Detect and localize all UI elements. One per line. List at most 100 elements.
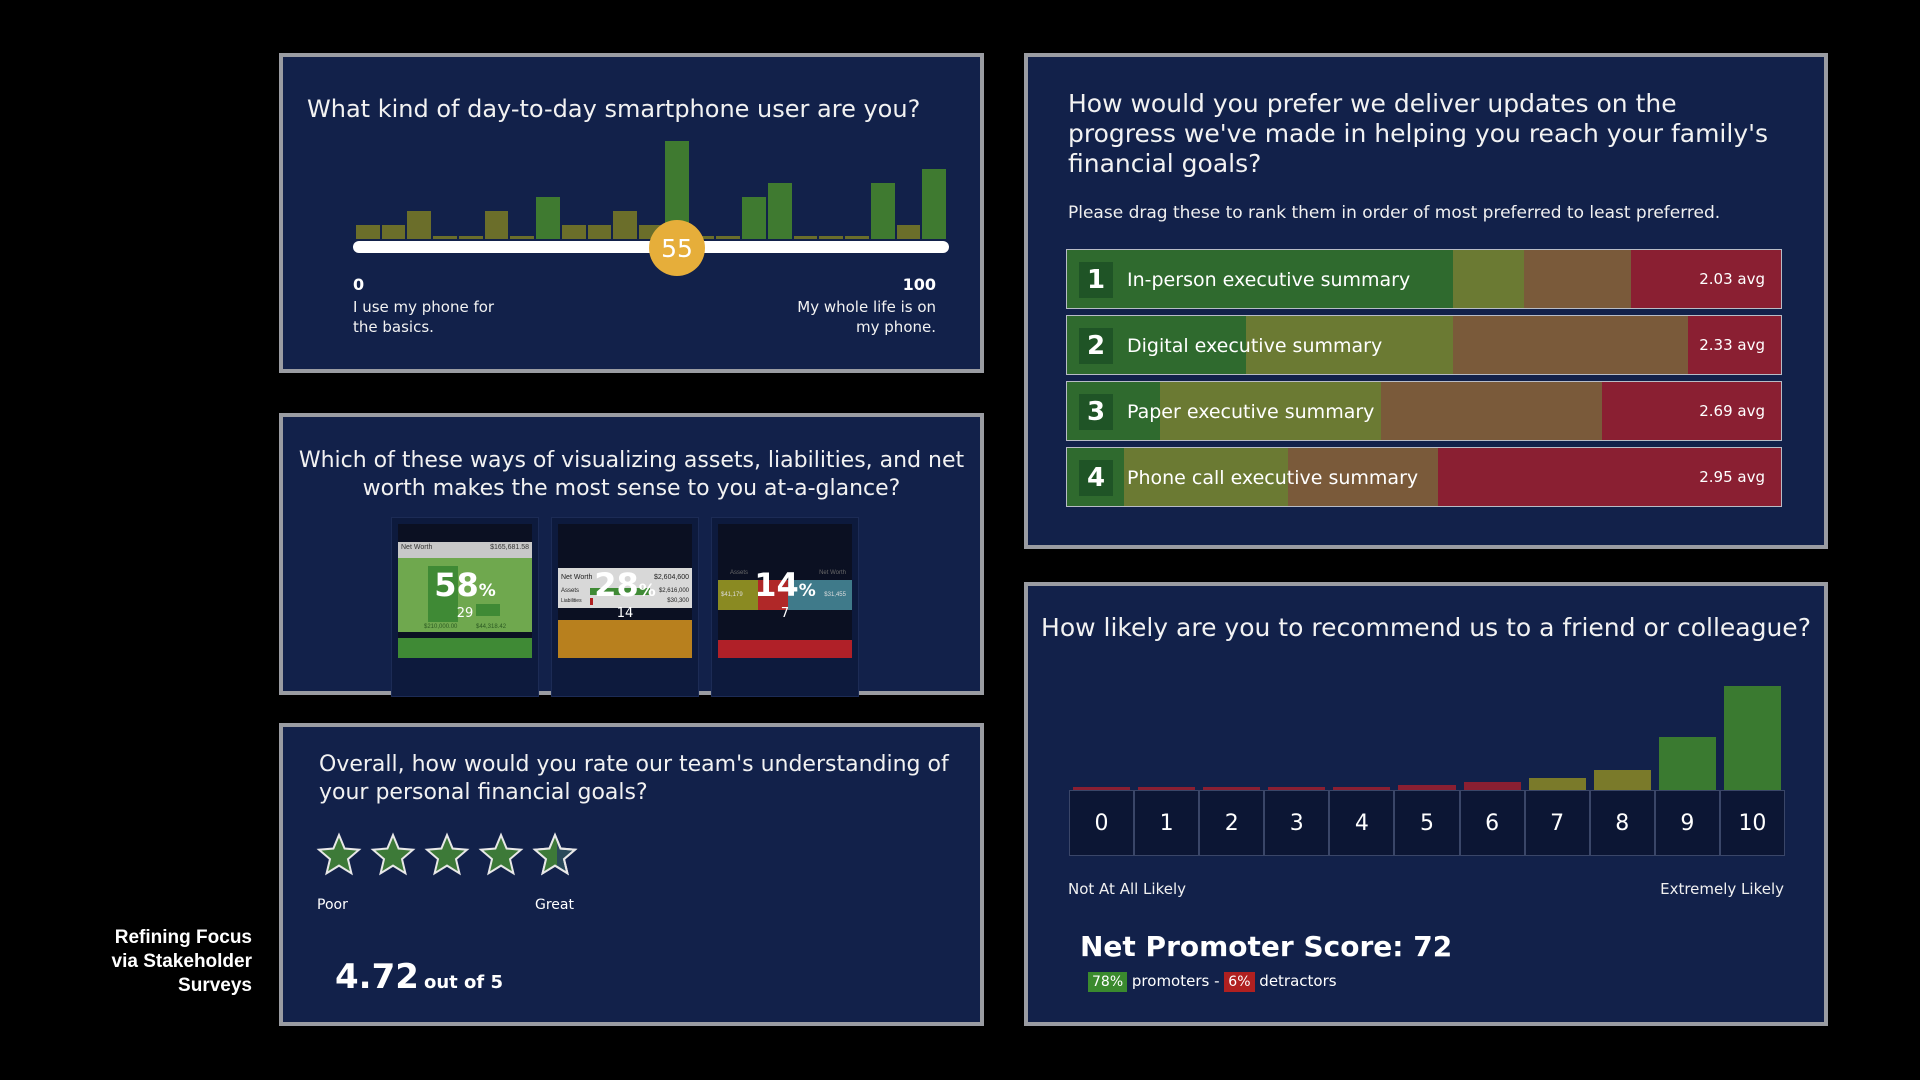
- rank-share-seg: [1688, 316, 1781, 374]
- histogram-bar: [407, 210, 432, 239]
- histogram-bar: [793, 236, 818, 239]
- option-percent-unit: %: [798, 581, 816, 601]
- rank-label: In-person executive summary: [1127, 269, 1411, 291]
- nps-score-10[interactable]: 10: [1719, 790, 1785, 856]
- nps-bar: [1268, 787, 1326, 790]
- option-card-1[interactable]: Net Worth $165,681.58 $210,000.00 $44,31…: [391, 517, 539, 697]
- question-title: Which of these ways of visualizing asset…: [298, 448, 965, 501]
- nps-breakdown: 78% promoters - 6% detractors: [1088, 972, 1337, 992]
- histogram-bar: [845, 236, 869, 239]
- score-suffix: out of 5: [423, 972, 504, 993]
- preview-text: Net Worth: [561, 574, 593, 581]
- nps-score-4[interactable]: 4: [1329, 790, 1395, 856]
- nps-title: Net Promoter Score: 72: [1080, 930, 1453, 963]
- histogram-bar: [613, 210, 638, 239]
- option-percent: 14: [754, 566, 799, 604]
- ranking-instruction: Please drag these to rank them in order …: [1068, 203, 1721, 223]
- rank-number: 3: [1079, 394, 1113, 430]
- preview-text: $165,681.58: [490, 544, 529, 551]
- histogram-bar: [433, 236, 457, 239]
- nps-score-9[interactable]: 9: [1654, 790, 1720, 856]
- nps-score-6[interactable]: 6: [1459, 790, 1525, 856]
- nps-score-3[interactable]: 3: [1264, 790, 1330, 856]
- rank-item-3[interactable]: 3 Paper executive summary 2.69 avg: [1066, 381, 1782, 441]
- histogram-bar: [458, 236, 483, 239]
- star-icon[interactable]: [534, 834, 576, 875]
- rank-average: 2.69 avg: [1699, 402, 1765, 420]
- score-value: 4.72: [335, 957, 419, 997]
- max-label: My whole life is on my phone.: [797, 298, 936, 336]
- star-rating[interactable]: [315, 831, 605, 883]
- preview-text: $2,616,000: [658, 588, 689, 594]
- option-card-3[interactable]: Assets Net Worth $41,179 $31,455 14% 7: [711, 517, 859, 697]
- preview-text: $30,300: [667, 598, 689, 604]
- rank-item-1[interactable]: 1 In-person executive summary 2.03 avg: [1066, 249, 1782, 309]
- nps-score-2[interactable]: 2: [1199, 790, 1265, 856]
- min-value: 0: [353, 275, 365, 294]
- histogram-bar: [742, 196, 766, 239]
- rank-label: Paper executive summary: [1127, 401, 1375, 423]
- star-icon[interactable]: [480, 834, 522, 875]
- star-icon[interactable]: [426, 834, 468, 875]
- rank-share-seg: [1452, 316, 1689, 374]
- rank-number: 1: [1079, 262, 1113, 298]
- star-icon[interactable]: [372, 834, 414, 875]
- option-preview-3: Assets Net Worth $41,179 $31,455 14% 7: [718, 524, 852, 658]
- rank-item-4[interactable]: 4 Phone call executive summary 2.95 avg: [1066, 447, 1782, 507]
- option-percent: 58: [434, 566, 479, 604]
- rank-label: Digital executive summary: [1127, 335, 1383, 357]
- rank-item-2[interactable]: 2 Digital executive summary 2.33 avg: [1066, 315, 1782, 375]
- nps-score-7[interactable]: 7: [1524, 790, 1590, 856]
- max-value: 100: [902, 275, 936, 294]
- histogram-bar: [819, 236, 844, 239]
- option-percent-unit: %: [478, 581, 496, 601]
- option-preview-1: Net Worth $165,681.58 $210,000.00 $44,31…: [398, 524, 532, 658]
- great-label: Great: [535, 897, 574, 913]
- detractors-label: detractors: [1259, 972, 1337, 990]
- min-label: I use my phone for the basics.: [353, 298, 495, 336]
- preview-text: Assets: [561, 588, 580, 594]
- average-score: 4.72 out of 5: [335, 957, 503, 997]
- histogram-bar: [381, 225, 406, 239]
- rank-number: 2: [1079, 328, 1113, 364]
- nps-score-0[interactable]: 0: [1069, 790, 1135, 856]
- preview-text: $2,604,600: [653, 574, 689, 581]
- nps-score-5[interactable]: 5: [1394, 790, 1460, 856]
- star-icon[interactable]: [318, 834, 360, 875]
- option-percent-unit: %: [638, 581, 656, 601]
- rank-share-seg: [1523, 250, 1632, 308]
- preview-text: Liabilities: [561, 598, 582, 604]
- rank-number: 4: [1079, 460, 1113, 496]
- option-count: 29: [456, 606, 474, 621]
- high-label: Extremely Likely: [1660, 880, 1784, 898]
- histogram-bar: [510, 236, 535, 239]
- histogram-bar: [664, 141, 689, 239]
- promoters-label: promoters -: [1131, 972, 1220, 990]
- nps-bar: [1658, 736, 1716, 790]
- nps-bar: [1528, 777, 1586, 790]
- nps-score-1[interactable]: 1: [1134, 790, 1200, 856]
- slider-knob[interactable]: 55: [649, 220, 705, 276]
- nps-bar: [1073, 787, 1131, 790]
- preview-text: Assets: [730, 570, 749, 576]
- histogram-bar: [587, 225, 612, 239]
- rank-share-seg: [1288, 448, 1439, 506]
- option-count: 7: [780, 606, 790, 621]
- side-title: Refining Focus via Stakeholder Surveys: [111, 927, 252, 996]
- rank-share-seg: [1602, 382, 1781, 440]
- preview-text: Net Worth: [819, 570, 846, 576]
- rank-share-seg: [1245, 316, 1453, 374]
- nps-bar: [1138, 787, 1196, 790]
- nps-panel: How likely are you to recommend us to a …: [1024, 582, 1828, 1026]
- option-card-2[interactable]: Net Worth $2,604,600 Assets $2,616,000 L…: [551, 517, 699, 697]
- histogram-bar: [561, 225, 586, 239]
- histogram-bar: [870, 183, 895, 239]
- nps-distribution: [1069, 686, 1785, 790]
- preview-text: $31,455: [824, 592, 846, 598]
- rank-share-seg: [1381, 382, 1603, 440]
- poor-label: Poor: [317, 897, 348, 913]
- option-count: 14: [616, 606, 634, 621]
- preview-text: Net Worth: [401, 544, 433, 551]
- nps-score-8[interactable]: 8: [1589, 790, 1655, 856]
- response-histogram: [355, 141, 947, 239]
